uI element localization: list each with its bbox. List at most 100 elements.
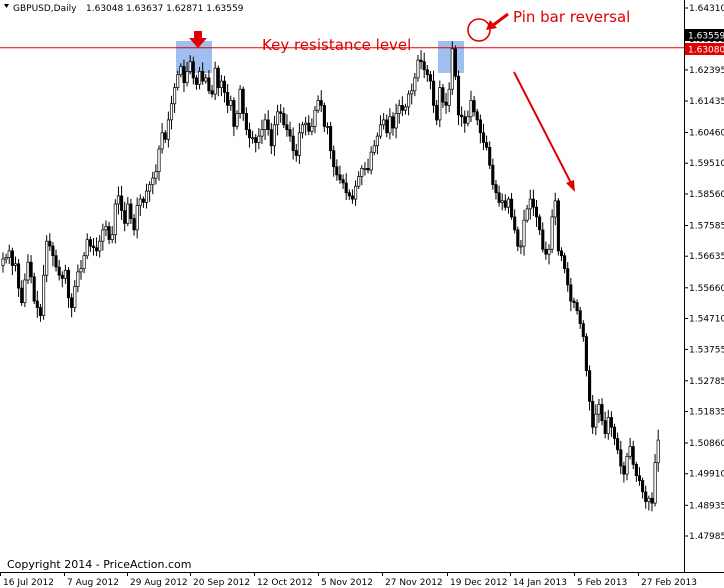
bear-candle-body [17,263,21,289]
candle [276,104,280,136]
candle [491,158,495,190]
candle [556,198,560,256]
candle [410,83,414,105]
candle [531,189,535,216]
bear-candle-body [35,300,39,308]
bull-candle-body [647,497,651,502]
bear-candle-body [344,182,348,194]
candle [304,116,308,136]
bear-candle-body [425,69,429,76]
bull-candle-body [403,106,408,111]
candle [120,185,124,220]
candle [179,63,183,78]
bear-candle-body [619,449,623,467]
bear-candle-body [51,245,55,257]
candle [332,145,336,177]
candle [247,122,252,148]
bull-candle-body [101,229,105,242]
bear-candle-body [241,88,245,114]
candle [400,96,404,117]
bear-candle-body [503,200,507,208]
bull-candle-body [160,132,164,150]
candle [107,221,111,245]
bull-candle-body [144,190,149,203]
date-tick-label: 20 Sep 2012 [193,578,250,588]
price-tick-label: 1.53755 [689,345,724,355]
candle [82,252,86,274]
bull-candle-body [360,168,364,177]
bull-candle-body [82,255,86,269]
bear-candle-body [182,66,186,84]
candle [73,280,77,312]
bull-candle-body [45,240,49,276]
candle [157,145,161,181]
bull-candle-body [263,119,267,130]
candle [513,209,517,234]
candle [182,59,186,92]
bull-candle-body [300,124,305,134]
bear-candle-body [513,216,517,231]
candle [428,71,432,90]
bear-candle-body [129,203,133,219]
bear-candle-body [531,198,535,208]
bear-candle-body [338,174,342,181]
down-arrow-icon [189,31,207,48]
bear-candle-body [456,75,461,116]
bull-candle-body [656,439,660,464]
bull-candle-body [219,80,223,88]
candle [416,54,420,82]
pin-bar-label: Pin bar reversal [513,8,630,26]
candle [460,106,464,127]
candle [85,233,89,260]
bear-candle-body [444,101,448,106]
bear-candle-body [616,438,620,451]
bull-candle-body [653,462,657,504]
date-tick-label: 14 Jan 2013 [513,578,567,588]
bull-candle-body [378,124,383,137]
candle [7,244,11,264]
bull-candle-body [235,113,239,127]
candle [166,111,170,148]
candle [625,452,629,481]
candle [534,200,539,227]
date-tick-label: 5 Nov 2012 [321,578,373,588]
bear-candle-body [650,497,654,504]
bull-candle-body [594,413,598,428]
bull-candle-body [260,129,264,137]
candle [26,254,30,284]
bear-candle-body [207,77,211,92]
candle [297,123,301,164]
bull-candle-body [297,132,301,156]
bear-candle-body [400,105,404,111]
date-tick-label: 7 Aug 2012 [67,578,119,588]
candle [123,201,127,232]
bear-candle-body [201,71,205,82]
bear-candle-body [641,480,645,493]
bull-candle-body [519,245,523,248]
bear-candle-body [269,129,273,147]
candle [194,74,198,90]
candle [650,492,654,512]
bull-candle-body [528,198,532,210]
bear-candle-body [120,195,124,211]
candle [522,209,526,256]
date-tick-label: 12 Oct 2012 [257,578,313,588]
bull-candle-body [116,195,120,205]
bull-candle-body [372,145,376,153]
bull-candle-body [204,77,208,82]
candle [210,84,214,98]
bull-candle-body [138,198,142,206]
bear-candle-body [538,216,542,231]
bull-candle-body [198,71,202,85]
candle [584,333,588,377]
price-tick-label: 1.58560 [689,190,724,200]
candle [375,132,379,155]
bear-candle-body [475,111,479,121]
candle [66,267,71,308]
candle [313,106,317,134]
pin-bar-circle-icon [467,18,491,42]
candle [229,95,233,111]
candle [656,429,660,472]
bear-candle-body [282,113,286,126]
candle [148,181,152,202]
